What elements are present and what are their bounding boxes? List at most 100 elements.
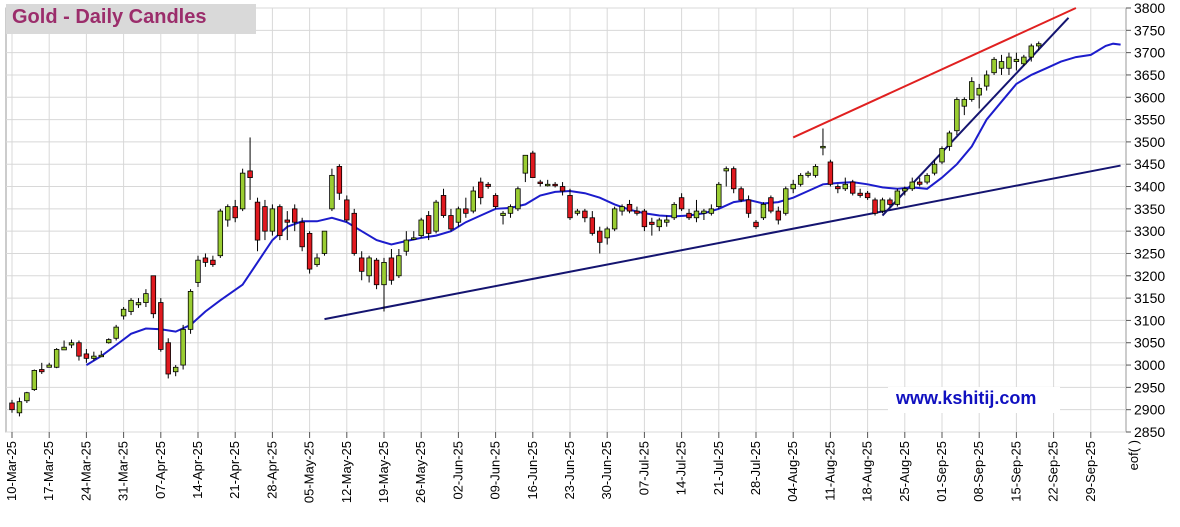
candle-body-up [24, 392, 30, 402]
candle [649, 217, 655, 236]
candle [202, 253, 209, 267]
candle [522, 154, 529, 183]
candle [269, 204, 276, 236]
candle-body-down [39, 369, 45, 373]
candle [277, 204, 283, 241]
candle-body-up [998, 61, 1005, 69]
x-tick-label: 28-Apr-25 [264, 441, 279, 499]
candle-body-up [217, 210, 224, 257]
candle-body-down [634, 210, 640, 214]
candle-body-down [254, 201, 261, 241]
candle-body-down [247, 170, 253, 178]
watermark-background [888, 387, 1060, 413]
candle [187, 289, 194, 334]
candle-body-up [329, 174, 335, 210]
candle-body-down [344, 199, 350, 221]
candle [358, 251, 365, 281]
candle-body-down [559, 186, 566, 192]
candle [31, 369, 38, 391]
candle [730, 166, 737, 194]
x-tick-label: 17-Mar-25 [41, 441, 56, 501]
y-tick-label: 3100 [1134, 312, 1165, 328]
candle-body-up [455, 208, 462, 223]
candle-body-up [172, 366, 179, 373]
candle-body-up [805, 172, 811, 176]
x-tick-label: 15-Sep-25 [1008, 441, 1023, 502]
candle [76, 340, 82, 361]
candle-body-up [656, 219, 662, 228]
candle [507, 204, 514, 218]
candle [820, 128, 826, 156]
candle [864, 190, 871, 200]
candle [158, 298, 164, 352]
candle-body-up [939, 148, 945, 163]
candle [530, 150, 536, 178]
candle [634, 206, 640, 216]
y-tick-label: 3500 [1134, 134, 1165, 150]
y-tick-label: 3150 [1134, 290, 1165, 306]
candle-body-down [738, 188, 744, 201]
candle-body-down [165, 342, 171, 375]
candle [693, 199, 700, 223]
candle [225, 204, 231, 227]
candle-body-up [46, 364, 52, 368]
candle-body-up [143, 293, 149, 303]
y-tick-label: 3800 [1134, 0, 1165, 16]
candle [433, 199, 439, 234]
candle [485, 182, 491, 189]
candle-body-up [106, 339, 112, 344]
candle [894, 188, 901, 207]
candle-body-down [678, 197, 685, 210]
candle-body-down [916, 181, 923, 185]
candle-body-down [299, 221, 305, 248]
candle-body-up [411, 237, 417, 240]
candle-body-down [150, 275, 157, 315]
candle [589, 211, 596, 236]
candle [53, 348, 60, 369]
trendlines [324, 7, 1121, 321]
candle-body-down [686, 212, 692, 219]
candle [262, 199, 268, 241]
candle [83, 348, 90, 363]
candle-body-up [783, 188, 789, 214]
title-background [6, 4, 256, 34]
y-tick-label: 3000 [1134, 357, 1165, 373]
candle-body-up [902, 188, 908, 192]
trendline-support [324, 164, 1121, 321]
candle-body-up [716, 183, 722, 208]
candle-body-up [723, 168, 729, 172]
x-tick-label: 26-May-25 [413, 441, 428, 503]
candle [738, 186, 744, 203]
candle-body-up [135, 302, 142, 306]
candle-body-down [210, 259, 216, 266]
candle-body-up [544, 183, 551, 187]
candle-body-down [425, 215, 432, 234]
candle [619, 204, 625, 216]
candle-body-up [812, 166, 819, 176]
candle-body-down [597, 230, 603, 243]
candle [210, 255, 216, 267]
x-tick-label: 25-Aug-25 [897, 441, 912, 502]
x-tick-label: 04-Aug-25 [785, 441, 800, 502]
y-tick-label: 3450 [1134, 156, 1165, 172]
candle [775, 206, 782, 225]
x-tick-label: 14-Apr-25 [190, 441, 205, 499]
candle [656, 217, 662, 232]
candle [835, 184, 841, 194]
candle [879, 197, 886, 214]
candle [373, 257, 380, 290]
candle [887, 197, 893, 207]
candle-body-up [954, 99, 960, 132]
x-tick-label: 22-Sep-25 [1046, 441, 1061, 502]
candle [678, 193, 685, 212]
axes: 2850 2900 2950 3000 3050 3100 3150 3200 3250 3300… [4, 0, 1165, 503]
candle-body-down [202, 257, 209, 263]
candle-body-down [827, 161, 834, 185]
candle-body-up [381, 261, 387, 286]
candle-body-up [225, 206, 231, 221]
candles [9, 41, 1042, 417]
candle [671, 202, 677, 220]
candle [574, 208, 581, 216]
candle [239, 168, 246, 212]
candle [946, 130, 953, 151]
